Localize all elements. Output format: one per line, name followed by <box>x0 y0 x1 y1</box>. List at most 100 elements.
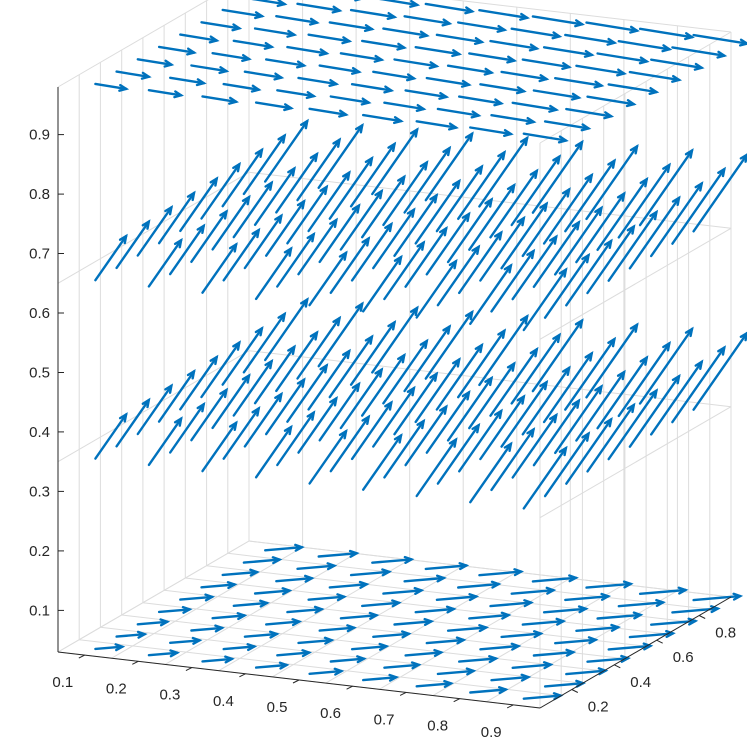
quiver-arrow <box>168 223 206 276</box>
arrow-shaft <box>329 95 370 104</box>
quiver-arrow <box>382 160 429 227</box>
arrow-head <box>232 340 241 351</box>
quiver-arrow <box>510 332 562 405</box>
arrow-shaft <box>564 159 616 233</box>
quiver-arrow <box>414 178 461 245</box>
quiver-arrow <box>585 322 639 399</box>
arrow-shaft <box>349 321 396 386</box>
arrow-shaft <box>554 385 603 455</box>
quiver-arrow <box>607 209 659 282</box>
arrow-head <box>493 98 505 107</box>
arrow-head <box>574 318 584 329</box>
arrow-shaft <box>617 342 671 418</box>
arrow-head <box>305 91 317 100</box>
arrow-head <box>464 309 474 321</box>
quiver-arrow <box>379 0 421 8</box>
arrow-shaft <box>286 45 328 55</box>
arrow-shaft <box>211 52 251 61</box>
arrow-shaft <box>575 64 626 75</box>
arrow-head <box>694 181 704 192</box>
arrow-head <box>629 25 640 34</box>
quiver-arrow <box>446 624 490 633</box>
arrow-head <box>529 168 539 180</box>
arrow-head <box>274 391 283 403</box>
quiver-arrow <box>362 433 403 491</box>
quiver-arrow <box>297 395 338 454</box>
arrow-shaft <box>458 657 498 663</box>
arrow-shaft <box>115 398 151 448</box>
arrow-head <box>346 624 357 633</box>
arrow-shaft <box>596 178 648 252</box>
quiver-arrow <box>190 624 225 633</box>
arrow-shaft <box>286 185 328 245</box>
arrow-head <box>571 219 581 231</box>
arrow-shaft <box>554 638 597 645</box>
quiver-arrow <box>564 336 617 411</box>
arrow-head <box>173 416 183 427</box>
quiver-arrow <box>446 375 494 442</box>
quiver-arrow <box>500 70 550 83</box>
arrow-shaft <box>511 414 558 479</box>
arrow-head <box>401 630 412 639</box>
arrow-head <box>587 636 599 645</box>
quiver-arrow <box>585 580 634 589</box>
arrow-shaft <box>222 645 256 651</box>
z-tick-label: 0.8 <box>29 186 50 203</box>
quiver-arrow <box>371 127 419 196</box>
arrow-head <box>558 445 568 457</box>
arrow-head <box>497 149 507 161</box>
arrow-shaft <box>329 657 366 663</box>
arrow-head <box>236 612 248 621</box>
arrow-shaft <box>383 101 425 111</box>
quiver-arrow <box>308 667 345 676</box>
arrow-shaft <box>543 120 590 130</box>
arrow-head <box>557 135 569 144</box>
quiver-arrow <box>565 667 609 676</box>
quiver-arrow <box>232 358 274 417</box>
arrow-head <box>304 574 315 583</box>
arrow-shaft <box>638 327 694 405</box>
grid-line-back-z <box>451 0 732 33</box>
arrow-shaft <box>586 225 635 295</box>
arrow-head <box>574 19 585 28</box>
quiver-arrow <box>179 33 220 44</box>
quiver-arrow <box>436 244 481 307</box>
arrow-head <box>648 86 660 96</box>
quiver-arrow <box>201 95 239 105</box>
arrow-shaft <box>458 409 503 473</box>
arrow-head <box>478 624 490 633</box>
arrow-shaft <box>243 393 283 448</box>
arrow-shaft <box>136 206 173 257</box>
arrow-head <box>246 643 258 652</box>
z-tick-label: 0.3 <box>29 483 50 500</box>
arrow-head <box>164 383 174 394</box>
arrow-shaft <box>264 119 309 183</box>
quiver-arrow <box>296 137 342 202</box>
quiver-arrow <box>318 624 357 633</box>
arrow-head <box>443 679 454 688</box>
arrow-shaft <box>404 89 448 99</box>
y-tick-mark <box>571 689 579 693</box>
quiver-arrow <box>115 397 151 448</box>
arrow-head <box>228 420 238 431</box>
arrow-shaft <box>308 107 348 116</box>
quiver-arrow <box>425 636 467 645</box>
quiver-arrow <box>522 267 568 332</box>
arrow-shaft <box>468 613 510 620</box>
quiver-arrow <box>500 379 549 448</box>
arrow-shaft <box>500 70 548 81</box>
quiver-arrow <box>564 33 618 46</box>
arrow-shaft <box>201 657 234 663</box>
quiver-arrow <box>479 83 527 95</box>
quiver-arrow <box>211 194 251 251</box>
quiver-arrow <box>490 673 532 682</box>
quiver-arrow <box>296 2 343 14</box>
arrow-shaft <box>650 58 703 70</box>
arrow-shaft <box>296 138 341 202</box>
arrow-head <box>319 363 329 374</box>
quiver-arrow <box>596 355 649 430</box>
arrow-shaft <box>253 589 291 595</box>
arrow-shaft <box>190 210 228 263</box>
quiver-arrow <box>510 586 557 595</box>
arrow-head <box>351 381 361 393</box>
